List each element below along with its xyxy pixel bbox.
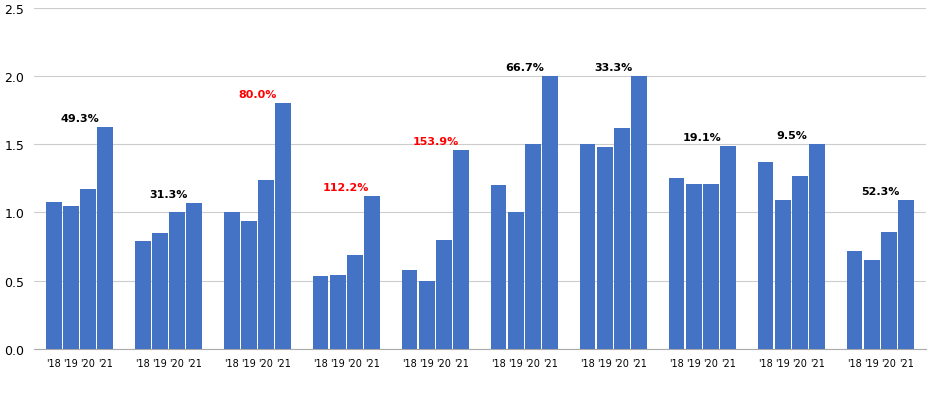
Bar	[418, 281, 434, 349]
Text: 66.7%: 66.7%	[505, 63, 544, 73]
Bar	[597, 148, 613, 349]
Text: 80.0%: 80.0%	[238, 90, 276, 100]
Bar	[542, 77, 558, 349]
Bar	[614, 129, 630, 349]
Bar	[525, 145, 541, 349]
Text: 112.2%: 112.2%	[324, 183, 369, 192]
Bar	[846, 251, 862, 349]
Text: 9.5%: 9.5%	[776, 131, 806, 141]
Bar	[453, 150, 469, 349]
Text: 153.9%: 153.9%	[412, 136, 458, 146]
Bar	[579, 145, 595, 349]
Text: 33.3%: 33.3%	[594, 63, 632, 73]
Bar	[46, 202, 61, 349]
Bar	[508, 213, 524, 349]
Bar	[98, 127, 113, 349]
Bar	[241, 221, 257, 349]
Bar	[898, 201, 914, 349]
Bar	[809, 145, 825, 349]
Bar	[224, 213, 240, 349]
Bar	[792, 176, 808, 349]
Bar	[758, 163, 774, 349]
Bar	[275, 104, 291, 349]
Bar	[347, 255, 363, 349]
Bar	[330, 275, 346, 349]
Bar	[491, 186, 507, 349]
Bar	[186, 203, 202, 349]
Bar	[436, 240, 452, 349]
Bar	[365, 196, 380, 349]
Bar	[685, 184, 701, 349]
Text: 31.3%: 31.3%	[149, 190, 188, 199]
Bar	[135, 241, 151, 349]
Bar	[63, 206, 79, 349]
Bar	[669, 179, 684, 349]
Bar	[169, 213, 185, 349]
Text: 49.3%: 49.3%	[60, 113, 99, 123]
Text: 52.3%: 52.3%	[861, 187, 899, 196]
Bar	[312, 277, 328, 349]
Text: 19.1%: 19.1%	[683, 132, 722, 142]
Bar	[881, 232, 897, 349]
Bar	[864, 260, 880, 349]
Bar	[152, 233, 167, 349]
Bar	[775, 201, 790, 349]
Bar	[258, 180, 273, 349]
Bar	[703, 184, 719, 349]
Bar	[402, 270, 418, 349]
Bar	[631, 77, 647, 349]
Bar	[720, 146, 736, 349]
Bar	[80, 190, 96, 349]
